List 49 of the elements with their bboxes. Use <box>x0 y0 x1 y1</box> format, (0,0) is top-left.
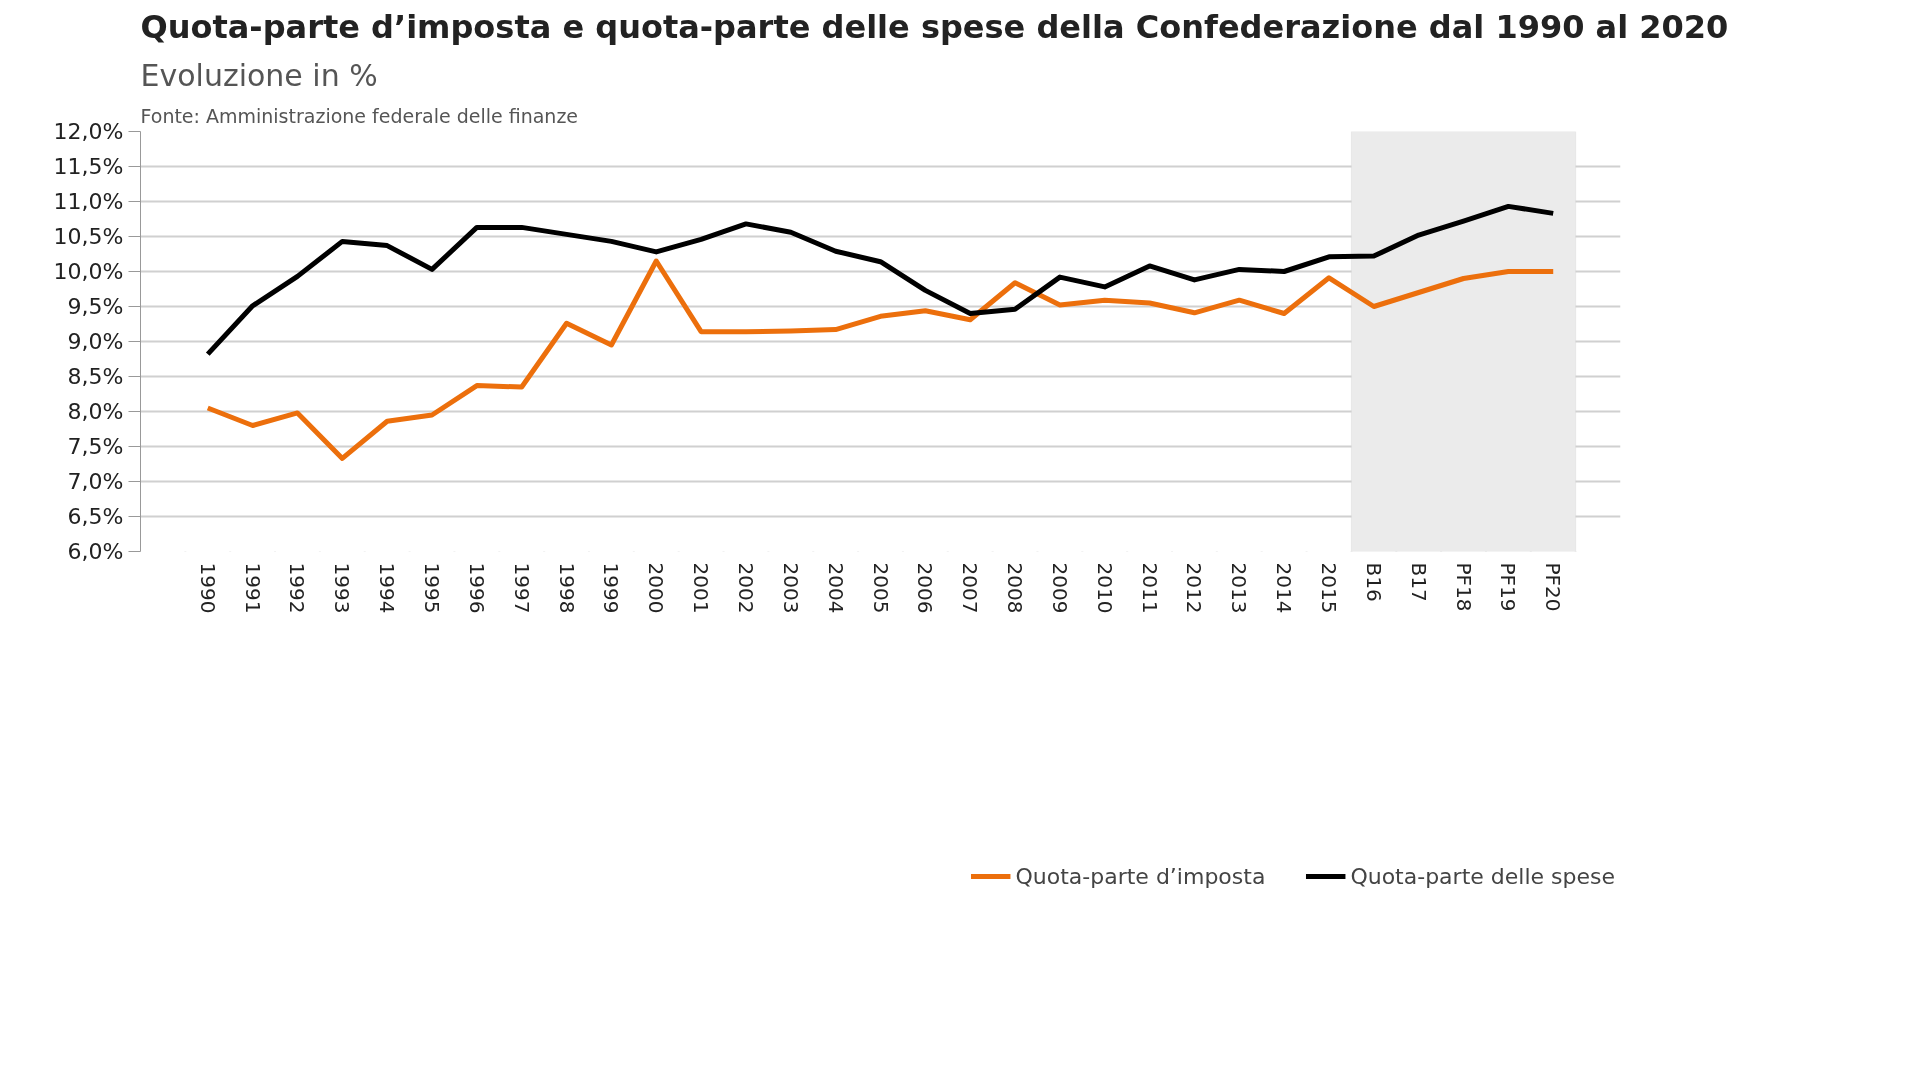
x-tick-label: 1994 <box>375 562 400 614</box>
x-tick-label: 1995 <box>420 562 445 614</box>
x-tick-label: 2008 <box>1003 562 1028 614</box>
y-tick-label: 7,0% <box>67 469 124 494</box>
x-tick-label: 2005 <box>868 562 893 614</box>
y-tick-label: 8,5% <box>67 364 124 389</box>
x-tick-label: 2004 <box>823 562 848 614</box>
x-tick-label: 2013 <box>1227 562 1252 614</box>
x-tick-label: 1992 <box>285 562 310 614</box>
chart-subtitle: Evoluzione in % <box>140 57 378 93</box>
x-tick-label: 2007 <box>958 562 983 614</box>
x-tick-label: 1997 <box>509 562 534 614</box>
x-tick-label: 2003 <box>778 562 803 614</box>
x-tick-label: 1990 <box>195 562 220 614</box>
legend-label: Quota-parte delle spese <box>1350 863 1615 889</box>
y-tick-label: 6,0% <box>67 539 124 564</box>
x-tick-label: 2009 <box>1047 562 1072 614</box>
y-tick-label: 11,0% <box>53 189 124 214</box>
y-tick-label: 10,0% <box>53 259 124 284</box>
legend-label: Quota-parte d’imposta <box>1015 863 1266 889</box>
x-tick-label: 2012 <box>1182 562 1207 614</box>
y-tick-label: 7,5% <box>67 434 124 459</box>
x-tick-label: 1991 <box>240 562 265 614</box>
x-tick-label: 2001 <box>689 562 714 614</box>
x-tick-label: 1999 <box>599 562 624 614</box>
x-tick-label: 2014 <box>1272 562 1297 614</box>
y-tick-label: 8,0% <box>67 399 124 424</box>
x-tick-label: 2011 <box>1137 562 1162 614</box>
x-tick-label: PF19 <box>1496 562 1521 612</box>
y-tick-label: 6,5% <box>67 504 124 529</box>
x-tick-label: 2015 <box>1316 562 1341 614</box>
y-tick-label: 9,0% <box>67 329 124 354</box>
x-tick-label: B16 <box>1361 562 1386 602</box>
x-tick-label: 1993 <box>330 562 355 614</box>
x-tick-label: PF20 <box>1541 562 1566 612</box>
y-tick-label: 11,5% <box>53 154 124 179</box>
y-tick-label: 10,5% <box>53 224 124 249</box>
y-tick-label: 12,0% <box>53 119 124 144</box>
y-tick-label: 9,5% <box>67 294 124 319</box>
source-note: Fonte: Amministrazione federale delle finanze <box>140 104 579 127</box>
chart-title: Quota-parte d’imposta e quota-parte delle spese della Confederazione dal 1990 al 2020 <box>140 7 1729 46</box>
x-tick-label: 2006 <box>913 562 938 614</box>
x-tick-label: 2000 <box>644 562 669 614</box>
x-tick-label: B17 <box>1406 562 1431 602</box>
x-tick-label: PF18 <box>1451 562 1476 612</box>
x-tick-label: 2002 <box>733 562 758 614</box>
x-tick-label: 1998 <box>554 562 579 614</box>
x-tick-label: 1996 <box>464 562 489 614</box>
x-tick-label: 2010 <box>1092 562 1117 614</box>
